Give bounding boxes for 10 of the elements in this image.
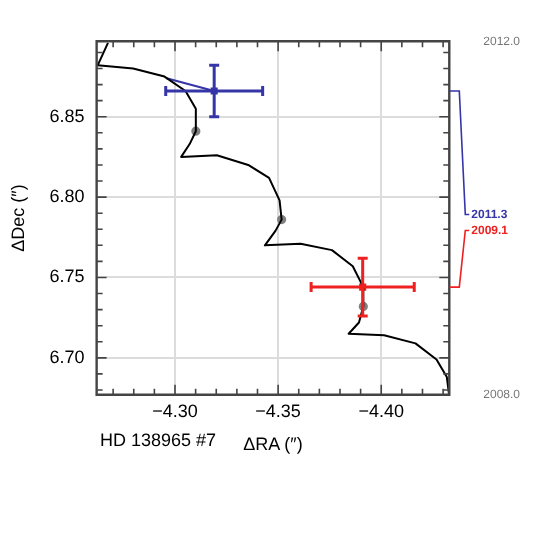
y-tick-label: 6.85 bbox=[49, 105, 85, 126]
x-axis-title: ΔRA (″) bbox=[243, 434, 303, 455]
text: HD 138965 #7 bbox=[100, 429, 217, 450]
y-tick-label: 6.70 bbox=[49, 346, 85, 367]
x-tick-label: −4.40 bbox=[358, 400, 405, 421]
y-axis-title: ΔDec (″) bbox=[7, 184, 28, 252]
y-tick-label: 6.80 bbox=[49, 186, 85, 207]
x-tick-label: −4.30 bbox=[152, 400, 198, 421]
x-tick-label: −4.35 bbox=[255, 400, 301, 421]
y-tick-label: 6.75 bbox=[49, 266, 85, 287]
